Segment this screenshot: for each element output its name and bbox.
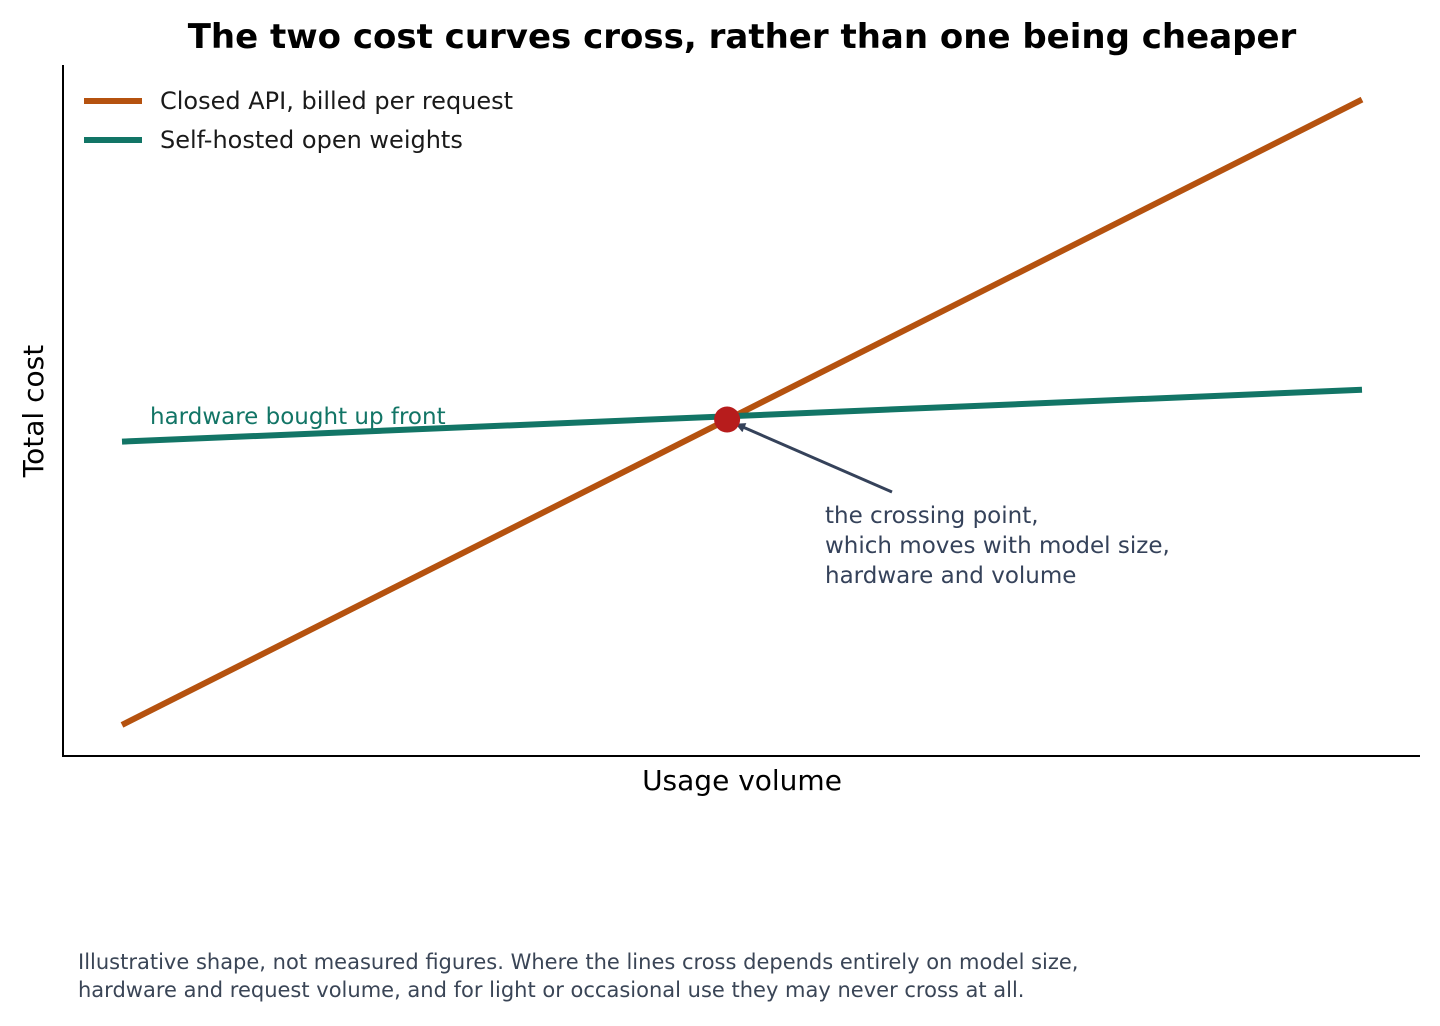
y-axis-label: Total cost <box>17 345 50 478</box>
crossing-annotation-line: the crossing point, <box>825 503 1039 529</box>
hardware-annotation: hardware bought up front <box>150 404 446 430</box>
footnote-line: hardware and request volume, and for lig… <box>78 978 1025 1002</box>
chart-title: The two cost curves cross, rather than o… <box>188 17 1297 57</box>
crossing-annotation-line: which moves with model size, <box>825 533 1170 559</box>
crossing-point-marker <box>714 406 741 433</box>
series-line-1 <box>121 386 1363 445</box>
x-axis-label: Usage volume <box>642 764 842 797</box>
series-layer <box>120 96 1364 728</box>
legend-label: Self-hosted open weights <box>160 126 463 154</box>
legend: Closed API, billed per request Self-host… <box>84 87 513 154</box>
crossing-annotation: the crossing point, which moves with mod… <box>825 503 1177 589</box>
crossing-annotation-line: hardware and volume <box>825 563 1076 589</box>
footnote: Illustrative shape, not measured figures… <box>78 948 1378 1004</box>
series-line-0 <box>120 96 1364 728</box>
crossing-arrow <box>735 423 893 494</box>
footnote-line: Illustrative shape, not measured figures… <box>78 950 1079 974</box>
legend-label: Closed API, billed per request <box>160 87 513 115</box>
